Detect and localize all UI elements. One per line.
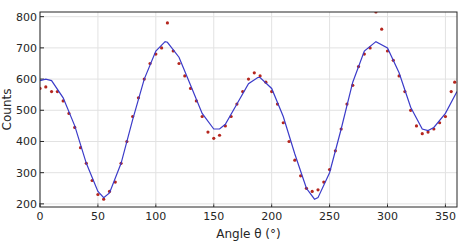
y-grid — [40, 16, 457, 17]
y-grid — [40, 110, 457, 111]
x-tick-label: 150 — [203, 210, 224, 223]
data-point — [166, 21, 169, 24]
y-tick-label: 800 — [16, 11, 37, 24]
data-point — [212, 137, 215, 140]
data-point — [421, 132, 424, 135]
x-tick-label: 250 — [319, 210, 340, 223]
x-grid — [387, 12, 388, 207]
plot-frame — [40, 12, 457, 207]
y-axis-label: Counts — [0, 89, 14, 131]
data-point — [311, 190, 314, 193]
y-tick — [40, 47, 44, 48]
y-tick — [40, 141, 44, 142]
x-tick-label: 350 — [435, 210, 456, 223]
y-tick — [40, 16, 44, 17]
x-tick-label: 0 — [37, 210, 44, 223]
y-tick-label: 600 — [16, 73, 37, 86]
y-tick — [40, 172, 44, 173]
fit-line — [40, 42, 457, 200]
data-point — [206, 131, 209, 134]
x-tick-label: 200 — [261, 210, 282, 223]
x-grid — [213, 12, 214, 207]
y-tick-label: 300 — [16, 167, 37, 180]
x-tick-label: 300 — [377, 210, 398, 223]
y-tick-label: 700 — [16, 42, 37, 55]
x-grid — [445, 12, 446, 207]
x-grid — [97, 12, 98, 207]
data-point — [450, 90, 453, 93]
x-grid — [271, 12, 272, 207]
data-point — [380, 28, 383, 31]
plot-data — [40, 12, 457, 201]
x-grid — [155, 12, 156, 207]
y-tick-label: 400 — [16, 135, 37, 148]
data-point — [177, 62, 180, 65]
chart: 0 50 100 150 200 250 300 350 200 300 400 500 600 700 8… — [0, 0, 475, 248]
x-axis-label: Angle θ (°) — [216, 227, 280, 241]
data-point — [44, 85, 47, 88]
x-tick-label: 100 — [145, 210, 166, 223]
x-tick-label: 50 — [91, 210, 105, 223]
data-point — [316, 188, 319, 191]
y-tick — [40, 110, 44, 111]
data-point — [453, 81, 456, 84]
y-grid — [40, 47, 457, 48]
y-grid — [40, 172, 457, 173]
y-grid — [40, 203, 457, 204]
data-point — [50, 90, 53, 93]
data-point — [247, 77, 250, 80]
y-tick-label: 500 — [16, 104, 37, 117]
y-tick-label: 200 — [16, 198, 37, 211]
data-point — [415, 124, 418, 127]
data-point — [218, 134, 221, 137]
y-grid — [40, 141, 457, 142]
background — [0, 0, 475, 248]
y-tick — [40, 203, 44, 204]
x-grid — [329, 12, 330, 207]
data-point — [253, 71, 256, 74]
